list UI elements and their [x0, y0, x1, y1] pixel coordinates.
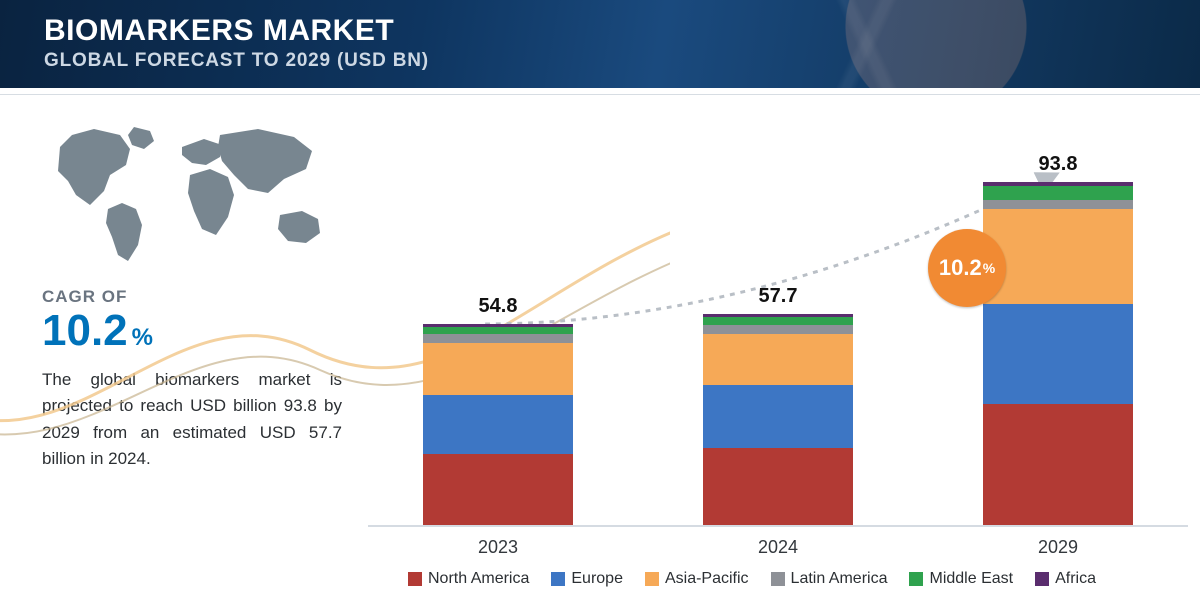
- summary-text: The global biomarkers market is projecte…: [42, 367, 342, 472]
- cagr-percent: %: [132, 324, 153, 352]
- legend-item: Middle East: [909, 570, 1013, 588]
- bar-segment: [423, 343, 573, 395]
- bar-segment: [983, 404, 1133, 525]
- bar-segment: [423, 327, 573, 334]
- bar-segment: [983, 209, 1133, 304]
- legend-swatch: [645, 572, 659, 586]
- legend-item: North America: [408, 570, 529, 588]
- bar-segment: [983, 304, 1133, 404]
- bar-total-label: 54.8: [479, 295, 518, 318]
- bar-segment: [423, 395, 573, 454]
- legend-item: Africa: [1035, 570, 1096, 588]
- bar-segment: [703, 448, 853, 525]
- x-tick-label: 2023: [408, 537, 588, 558]
- bar-column: 54.8: [408, 295, 588, 525]
- legend-swatch: [771, 572, 785, 586]
- bar-column: 57.7: [688, 285, 868, 525]
- legend-item: Asia-Pacific: [645, 570, 749, 588]
- left-panel: CAGR OF 10.2 % The global biomarkers mar…: [0, 95, 360, 607]
- bar-total-label: 57.7: [759, 285, 798, 308]
- cagr-badge: 10.2 %: [928, 229, 1006, 307]
- bar-segment: [703, 385, 853, 448]
- legend-label: North America: [428, 570, 529, 588]
- stacked-bar-chart: 10.2 % 54.8 57.7 93.8: [368, 119, 1188, 527]
- bar-segment: [423, 454, 573, 525]
- bar-segment: [983, 200, 1133, 209]
- page-title: BIOMARKERS MARKET: [44, 14, 1156, 48]
- legend-label: Latin America: [791, 570, 888, 588]
- page-subtitle: GLOBAL FORECAST TO 2029 (USD BN): [44, 50, 1156, 72]
- stacked-bar: [983, 182, 1133, 525]
- legend: North America Europe Asia-Pacific Latin Ame…: [368, 570, 1188, 588]
- legend-swatch: [408, 572, 422, 586]
- stacked-bar: [423, 324, 573, 525]
- bar-segment: [983, 186, 1133, 200]
- bar-segment: [703, 325, 853, 334]
- main: CAGR OF 10.2 % The global biomarkers mar…: [0, 95, 1200, 607]
- stacked-bar: [703, 314, 853, 525]
- chart-area: 10.2 % 54.8 57.7 93.8 2023 2024 2029 North A…: [360, 95, 1200, 607]
- x-tick-label: 2024: [688, 537, 868, 558]
- cagr-number: 10.2: [42, 309, 128, 353]
- cagr-value: 10.2 %: [42, 309, 342, 353]
- legend-label: Europe: [571, 570, 623, 588]
- legend-item: Latin America: [771, 570, 888, 588]
- bar-segment: [703, 334, 853, 385]
- bar-segment: [703, 317, 853, 325]
- legend-swatch: [909, 572, 923, 586]
- legend-label: Asia-Pacific: [665, 570, 749, 588]
- legend-item: Europe: [551, 570, 623, 588]
- x-tick-label: 2029: [968, 537, 1148, 558]
- legend-swatch: [1035, 572, 1049, 586]
- legend-label: Middle East: [929, 570, 1013, 588]
- x-axis: 2023 2024 2029: [368, 527, 1188, 558]
- header: BIOMARKERS MARKET GLOBAL FORECAST TO 202…: [0, 0, 1200, 88]
- legend-swatch: [551, 572, 565, 586]
- bar-total-label: 93.8: [1039, 153, 1078, 176]
- cagr-label: CAGR OF: [42, 287, 342, 307]
- cagr-badge-percent: %: [983, 260, 995, 276]
- cagr-badge-number: 10.2: [939, 255, 982, 281]
- legend-label: Africa: [1055, 570, 1096, 588]
- bar-column: 93.8: [968, 153, 1148, 525]
- world-map-icon: [42, 117, 342, 267]
- bar-segment: [423, 334, 573, 344]
